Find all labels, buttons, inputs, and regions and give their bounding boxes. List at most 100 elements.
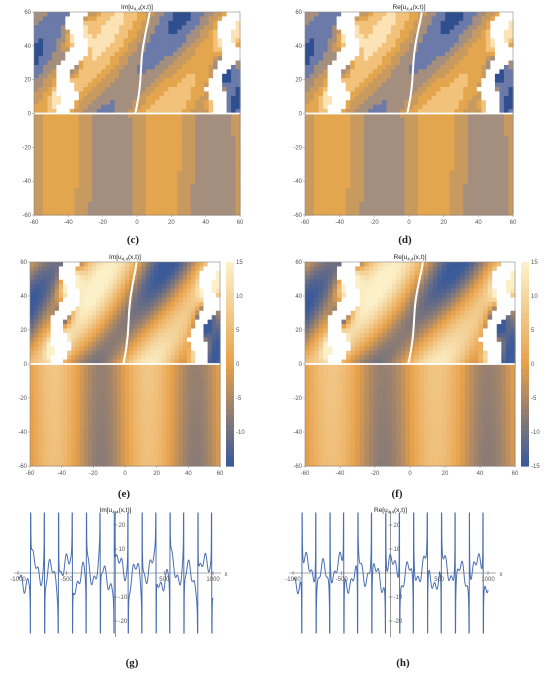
plot-cell: [409, 201, 415, 207]
plot-cell: [177, 109, 183, 115]
plot-cell: [467, 153, 473, 159]
plot-cell: [440, 113, 446, 119]
plot-cell: [449, 148, 455, 154]
plot-cell: [154, 157, 160, 163]
plot-cell: [399, 16, 406, 22]
plot-cell: [153, 315, 159, 321]
plot-cell: [217, 175, 223, 181]
plot-cell: [87, 166, 93, 172]
plot-cell: [211, 284, 217, 290]
plot-cell: [463, 73, 469, 79]
plot-cell: [190, 91, 196, 97]
plot-cell: [440, 91, 446, 97]
plot-cell: [359, 69, 365, 75]
plot-cell: [83, 91, 89, 97]
plot-cell: [128, 29, 134, 35]
plot-cell: [128, 42, 134, 48]
plot-cell: [386, 78, 392, 84]
plot-cell: [399, 73, 406, 79]
plot-cell: [345, 87, 351, 93]
plot-cell: [399, 184, 406, 190]
plot-cell: [208, 148, 214, 154]
plot-cell: [195, 73, 201, 79]
plot-cell: [399, 56, 406, 62]
plot-cell: [377, 153, 383, 159]
plot-cell: [54, 301, 60, 307]
density-plot-e: -60 -40 -20 0 20 40 606040200-20-40-60Im[u4,4(…: [18, 254, 245, 477]
plot-cell: [413, 139, 419, 145]
plot-cell: [141, 139, 147, 145]
plot-cell: [137, 69, 143, 75]
plot-cell: [390, 78, 397, 84]
plot-cell: [404, 104, 410, 110]
plot-cell: [145, 69, 152, 75]
plot-cell: [458, 126, 464, 132]
plot-cell: [60, 78, 66, 84]
plot-cell: [490, 139, 496, 145]
plot-cell: [454, 148, 460, 154]
plot-cell: [119, 148, 125, 154]
plot-cell: [467, 179, 473, 185]
plot-cell: [222, 126, 228, 132]
plot-cell: [105, 95, 111, 101]
plot-cell: [213, 64, 219, 70]
plot-cell: [42, 25, 49, 31]
plot-cell: [309, 104, 315, 110]
plot-cell: [440, 100, 446, 106]
plot-cell: [231, 25, 237, 31]
plot-cell: [208, 201, 214, 207]
plot-cell: [177, 25, 183, 31]
plot-cell: [449, 122, 455, 128]
x-tick-label: -20: [98, 220, 107, 226]
plot-cell: [503, 201, 510, 207]
plot-cell: [309, 117, 315, 123]
plot-cell: [372, 170, 378, 176]
plot-cell: [208, 206, 214, 212]
plot-cell: [413, 126, 419, 132]
plot-cell: [231, 184, 237, 190]
plot-cell: [226, 113, 232, 119]
plot-cell: [305, 87, 311, 93]
plot-cell: [390, 91, 397, 97]
plot-cell: [74, 78, 80, 84]
plot-cell: [195, 60, 201, 66]
plot-cell: [449, 206, 455, 212]
plot-cell: [372, 109, 378, 115]
plot-cell: [54, 297, 60, 303]
plot-cell: [195, 157, 201, 163]
plot-cell: [92, 109, 98, 115]
plot-cell: [195, 47, 201, 53]
plot-cell: [190, 20, 196, 26]
plot-cell: [101, 69, 107, 75]
plot-cell: [449, 126, 455, 132]
plot-cell: [431, 175, 437, 181]
plot-cell: [74, 117, 80, 123]
plot-cell: [114, 201, 120, 207]
plot-cell: [318, 170, 324, 176]
plot-cell: [336, 175, 342, 181]
plot-cell: [186, 270, 192, 276]
plot-cell: [409, 188, 415, 194]
plot-cell: [463, 82, 469, 88]
plot-cell: [431, 47, 437, 53]
plot-cell: [153, 297, 159, 303]
plot-cell: [354, 73, 360, 79]
plot-cell: [363, 91, 369, 97]
plot-cell: [386, 201, 392, 207]
plot-cell: [141, 113, 147, 119]
plot-cell: [123, 135, 129, 141]
plot-cell: [332, 179, 338, 185]
plot-cell: [170, 306, 176, 312]
plot-cell: [231, 20, 237, 26]
plot-cell: [494, 25, 501, 31]
plot-cell: [436, 162, 442, 168]
plot-cell: [427, 139, 433, 145]
plot-cell: [83, 78, 89, 84]
plot-cell: [119, 69, 125, 75]
plot-cell: [503, 153, 510, 159]
plot-cell: [494, 126, 501, 132]
plot-cell: [422, 201, 428, 207]
plot-cell: [336, 56, 342, 62]
plot-cell: [336, 135, 342, 141]
plot-cell: [309, 166, 315, 172]
